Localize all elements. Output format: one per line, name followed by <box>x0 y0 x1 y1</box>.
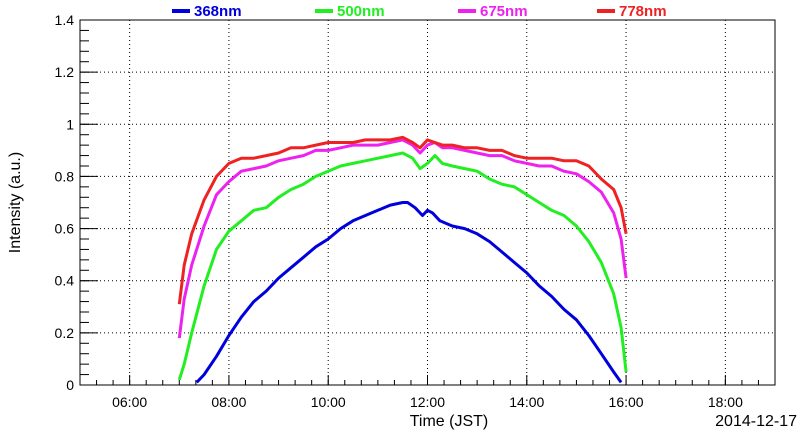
series-line-500nm <box>177 151 628 381</box>
x-tick-label: 08:00 <box>211 394 246 410</box>
x-axis-title: Time (JST) <box>410 413 489 430</box>
y-tick-label: 0 <box>66 377 74 393</box>
x-tick-label: 12:00 <box>410 394 445 410</box>
x-tick-label: 18:00 <box>708 394 743 410</box>
x-tick-label: 10:00 <box>311 394 346 410</box>
y-tick-label: 0.4 <box>55 273 75 289</box>
plot-frame <box>79 19 776 386</box>
x-tick-label: 06:00 <box>112 394 147 410</box>
legend: 368nm 500nm 675nm 778nm <box>172 3 667 20</box>
legend-label-368nm: 368nm <box>194 3 242 20</box>
series-line-778nm <box>177 135 628 305</box>
x-tick-label: 16:00 <box>609 394 644 410</box>
legend-label-500nm: 500nm <box>337 3 385 20</box>
axis-ticks <box>79 19 776 386</box>
y-tick-label: 0.6 <box>55 221 75 237</box>
series-layer <box>177 135 628 384</box>
y-tick-label: 1 <box>66 116 74 132</box>
legend-label-778nm: 778nm <box>619 3 667 20</box>
series-line-368nm <box>195 201 623 384</box>
tick-labels: 06:00 08:00 10:00 12:00 14:00 16:00 18:00 0 0.2 0… <box>55 12 744 410</box>
date-label: 2014-12-17 <box>715 413 797 430</box>
y-tick-label: 1.4 <box>55 12 75 28</box>
series-line-675nm <box>177 138 628 339</box>
grid <box>80 19 775 386</box>
y-tick-label: 0.8 <box>55 168 75 184</box>
y-axis-title: Intensity (a.u.) <box>7 152 24 253</box>
y-tick-label: 0.2 <box>55 325 75 341</box>
y-tick-label: 1.2 <box>55 64 75 80</box>
x-tick-label: 14:00 <box>509 394 544 410</box>
legend-label-675nm: 675nm <box>480 3 528 20</box>
